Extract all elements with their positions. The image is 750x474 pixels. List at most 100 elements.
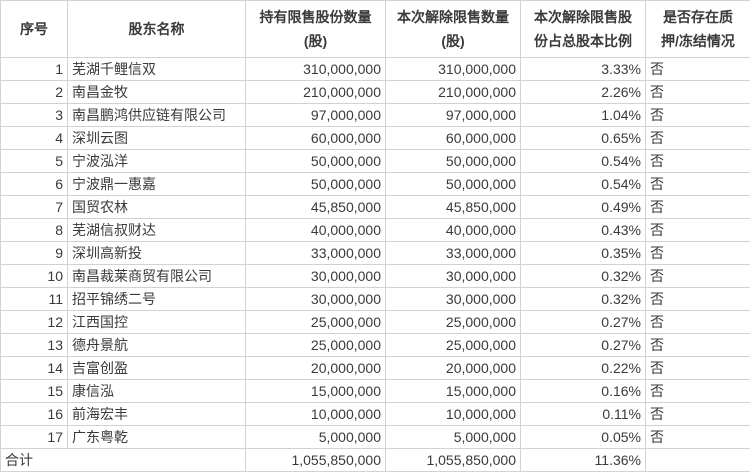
cell-name[interactable]: 前海宏丰 xyxy=(67,402,246,426)
cell-ratio[interactable]: 0.49% xyxy=(520,195,646,219)
cell-name[interactable]: 宁波鼎一惠嘉 xyxy=(67,172,246,196)
cell-released[interactable]: 25,000,000 xyxy=(385,310,521,334)
cell-pledge[interactable]: 否 xyxy=(645,218,750,242)
cell-index[interactable]: 15 xyxy=(0,379,68,403)
cell-pledge[interactable]: 否 xyxy=(645,80,750,104)
cell-held[interactable]: 20,000,000 xyxy=(245,356,386,380)
cell-name[interactable]: 深圳云图 xyxy=(67,126,246,150)
cell-ratio[interactable]: 0.54% xyxy=(520,149,646,173)
cell-ratio[interactable]: 2.26% xyxy=(520,80,646,104)
cell-ratio[interactable]: 1.04% xyxy=(520,103,646,127)
cell-pledge[interactable]: 否 xyxy=(645,149,750,173)
cell-ratio[interactable]: 3.33% xyxy=(520,57,646,81)
header-cell-name[interactable]: 股东名称 xyxy=(67,0,246,58)
cell-held[interactable]: 40,000,000 xyxy=(245,218,386,242)
cell-name[interactable]: 宁波泓洋 xyxy=(67,149,246,173)
cell-name[interactable]: 广东粤乾 xyxy=(67,425,246,449)
cell-released[interactable]: 30,000,000 xyxy=(385,287,521,311)
cell-index[interactable]: 16 xyxy=(0,402,68,426)
cell-index[interactable]: 10 xyxy=(0,264,68,288)
header-cell-held[interactable]: 持有限售股份数量 (股) xyxy=(245,0,386,58)
cell-pledge[interactable]: 否 xyxy=(645,310,750,334)
cell-held[interactable]: 50,000,000 xyxy=(245,149,386,173)
cell-index[interactable]: 11 xyxy=(0,287,68,311)
cell-held[interactable]: 210,000,000 xyxy=(245,80,386,104)
cell-ratio[interactable]: 0.27% xyxy=(520,310,646,334)
cell-held[interactable]: 97,000,000 xyxy=(245,103,386,127)
cell-released[interactable]: 10,000,000 xyxy=(385,402,521,426)
total-cell-ratio[interactable]: 11.36% xyxy=(520,448,646,472)
total-cell-pledge[interactable] xyxy=(645,448,750,472)
cell-held[interactable]: 25,000,000 xyxy=(245,333,386,357)
cell-held[interactable]: 10,000,000 xyxy=(245,402,386,426)
cell-pledge[interactable]: 否 xyxy=(645,57,750,81)
cell-index[interactable]: 1 xyxy=(0,57,68,81)
header-cell-index[interactable]: 序号 xyxy=(0,0,68,58)
cell-ratio[interactable]: 0.05% xyxy=(520,425,646,449)
cell-held[interactable]: 50,000,000 xyxy=(245,172,386,196)
cell-pledge[interactable]: 否 xyxy=(645,287,750,311)
cell-released[interactable]: 30,000,000 xyxy=(385,264,521,288)
cell-pledge[interactable]: 否 xyxy=(645,103,750,127)
cell-released[interactable]: 45,850,000 xyxy=(385,195,521,219)
cell-name[interactable]: 江西国控 xyxy=(67,310,246,334)
cell-held[interactable]: 5,000,000 xyxy=(245,425,386,449)
cell-released[interactable]: 15,000,000 xyxy=(385,379,521,403)
cell-ratio[interactable]: 0.54% xyxy=(520,172,646,196)
cell-name[interactable]: 深圳高新投 xyxy=(67,241,246,265)
cell-held[interactable]: 310,000,000 xyxy=(245,57,386,81)
cell-ratio[interactable]: 0.11% xyxy=(520,402,646,426)
cell-name[interactable]: 南昌裁莱商贸有限公司 xyxy=(67,264,246,288)
cell-held[interactable]: 30,000,000 xyxy=(245,287,386,311)
cell-released[interactable]: 50,000,000 xyxy=(385,149,521,173)
cell-held[interactable]: 33,000,000 xyxy=(245,241,386,265)
cell-released[interactable]: 210,000,000 xyxy=(385,80,521,104)
cell-held[interactable]: 25,000,000 xyxy=(245,310,386,334)
total-cell-released[interactable]: 1,055,850,000 xyxy=(385,448,521,472)
cell-index[interactable]: 12 xyxy=(0,310,68,334)
cell-name[interactable]: 芜湖信叔财达 xyxy=(67,218,246,242)
cell-ratio[interactable]: 0.16% xyxy=(520,379,646,403)
cell-released[interactable]: 40,000,000 xyxy=(385,218,521,242)
cell-index[interactable]: 13 xyxy=(0,333,68,357)
cell-name[interactable]: 招平锦绣二号 xyxy=(67,287,246,311)
cell-ratio[interactable]: 0.32% xyxy=(520,264,646,288)
cell-pledge[interactable]: 否 xyxy=(645,264,750,288)
cell-ratio[interactable]: 0.43% xyxy=(520,218,646,242)
cell-name[interactable]: 德舟景航 xyxy=(67,333,246,357)
cell-name[interactable]: 康信泓 xyxy=(67,379,246,403)
header-cell-pledge[interactable]: 是否存在质 押/冻结情况 xyxy=(645,0,750,58)
cell-released[interactable]: 20,000,000 xyxy=(385,356,521,380)
cell-held[interactable]: 30,000,000 xyxy=(245,264,386,288)
cell-released[interactable]: 25,000,000 xyxy=(385,333,521,357)
cell-ratio[interactable]: 0.35% xyxy=(520,241,646,265)
cell-index[interactable]: 5 xyxy=(0,149,68,173)
cell-index[interactable]: 2 xyxy=(0,80,68,104)
cell-name[interactable]: 南昌金牧 xyxy=(67,80,246,104)
cell-pledge[interactable]: 否 xyxy=(645,425,750,449)
cell-held[interactable]: 15,000,000 xyxy=(245,379,386,403)
cell-released[interactable]: 50,000,000 xyxy=(385,172,521,196)
cell-pledge[interactable]: 否 xyxy=(645,402,750,426)
cell-pledge[interactable]: 否 xyxy=(645,241,750,265)
cell-released[interactable]: 97,000,000 xyxy=(385,103,521,127)
cell-ratio[interactable]: 0.27% xyxy=(520,333,646,357)
cell-ratio[interactable]: 0.22% xyxy=(520,356,646,380)
cell-name[interactable]: 吉富创盈 xyxy=(67,356,246,380)
cell-held[interactable]: 60,000,000 xyxy=(245,126,386,150)
cell-pledge[interactable]: 否 xyxy=(645,333,750,357)
cell-ratio[interactable]: 0.32% xyxy=(520,287,646,311)
cell-pledge[interactable]: 否 xyxy=(645,356,750,380)
cell-index[interactable]: 17 xyxy=(0,425,68,449)
cell-name[interactable]: 国贸农林 xyxy=(67,195,246,219)
cell-released[interactable]: 5,000,000 xyxy=(385,425,521,449)
cell-index[interactable]: 4 xyxy=(0,126,68,150)
cell-released[interactable]: 33,000,000 xyxy=(385,241,521,265)
total-label-cell[interactable]: 合计 xyxy=(0,448,246,472)
cell-index[interactable]: 7 xyxy=(0,195,68,219)
header-cell-ratio[interactable]: 本次解除限售股 份占总股本比例 xyxy=(520,0,646,58)
cell-released[interactable]: 60,000,000 xyxy=(385,126,521,150)
cell-index[interactable]: 8 xyxy=(0,218,68,242)
cell-index[interactable]: 6 xyxy=(0,172,68,196)
cell-pledge[interactable]: 否 xyxy=(645,126,750,150)
